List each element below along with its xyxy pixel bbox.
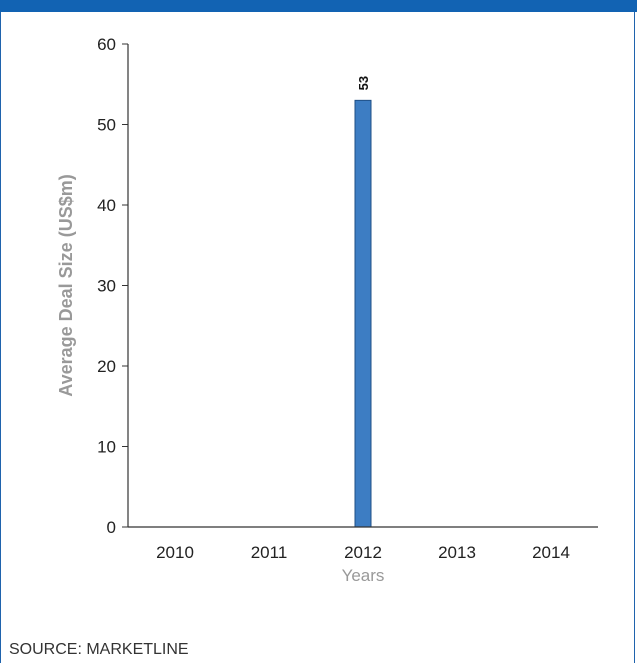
x-tick-label: 2012 xyxy=(344,543,382,562)
x-tick-label: 2010 xyxy=(156,543,194,562)
y-axis-ticks: 0 10 20 30 40 50 60 xyxy=(97,35,128,537)
y-axis-title: Average Deal Size (US$m) xyxy=(56,174,76,396)
header-bar xyxy=(0,0,637,12)
y-tick-label: 60 xyxy=(97,35,116,54)
x-axis-title: Years xyxy=(342,566,385,585)
y-tick-label: 40 xyxy=(97,196,116,215)
y-tick-label: 10 xyxy=(97,438,116,457)
y-tick-label: 30 xyxy=(97,277,116,296)
x-axis-ticks: 2010 2011 2012 2013 2014 xyxy=(156,543,570,562)
x-tick-label: 2014 xyxy=(532,543,570,562)
bars xyxy=(354,99,372,528)
source-note: SOURCE: MARKETLINE xyxy=(9,641,189,658)
x-tick-label: 2011 xyxy=(251,543,288,562)
data-labels: 53 xyxy=(356,76,371,90)
bar-2012 xyxy=(354,99,372,528)
x-tick-label: 2013 xyxy=(438,543,476,562)
y-tick-label: 50 xyxy=(97,116,116,135)
y-tick-label: 0 xyxy=(107,518,116,537)
y-tick-label: 20 xyxy=(97,357,116,376)
bar-chart: 0 10 20 30 40 50 60 2010 2011 2012 2013 2014 53 Av… xyxy=(56,35,598,585)
data-label: 53 xyxy=(356,76,371,90)
